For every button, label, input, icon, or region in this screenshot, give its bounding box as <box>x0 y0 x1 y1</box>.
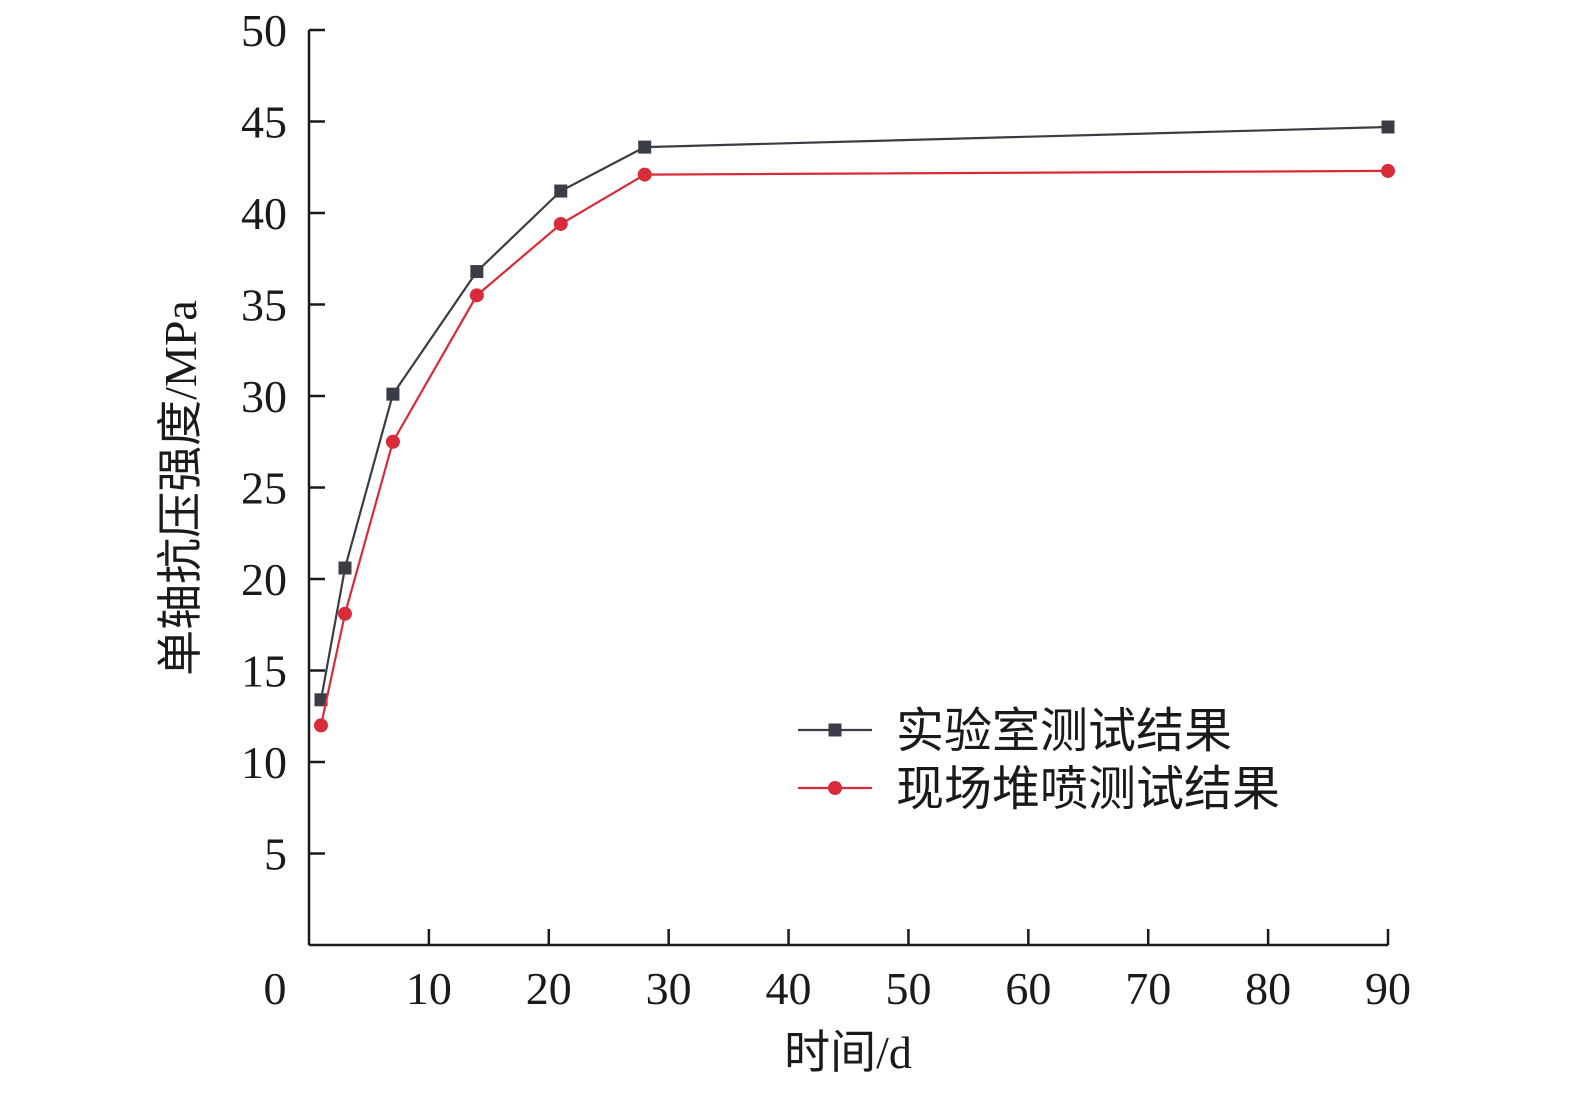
y-axis-title: 单轴抗压强度/MPa <box>155 300 206 676</box>
data-point-circle <box>469 288 484 303</box>
y-tick-label: 35 <box>241 280 287 331</box>
data-point-circle <box>337 606 352 621</box>
legend-label: 现场堆喷测试结果 <box>896 763 1280 816</box>
legend-item-2: 现场堆喷测试结果 <box>798 763 1280 816</box>
x-axis-ticks: 10 20 30 40 50 60 70 80 90 <box>406 929 1411 1014</box>
data-point-square <box>470 265 484 279</box>
series-1 <box>314 120 1395 707</box>
data-point-square <box>828 723 842 737</box>
data-point-square <box>386 387 400 401</box>
y-tick-label: 50 <box>241 5 287 56</box>
origin-tick-label: 0 <box>264 963 287 1014</box>
x-tick-label: 30 <box>646 963 692 1014</box>
x-axis-title: 时间/d <box>784 1027 912 1078</box>
x-tick-label: 50 <box>885 963 931 1014</box>
data-point-square <box>554 184 568 198</box>
series-2 <box>313 163 1395 733</box>
y-axis-ticks: 5 10 15 20 25 30 35 40 45 50 <box>241 5 325 880</box>
series-line <box>319 169 1389 726</box>
y-tick-label: 30 <box>241 371 287 422</box>
series-layer <box>313 120 1395 733</box>
data-point-circle <box>828 781 842 795</box>
y-tick-label: 25 <box>241 463 287 514</box>
y-tick-label: 45 <box>241 97 287 148</box>
series-line <box>319 125 1389 700</box>
legend-label: 实验室测试结果 <box>896 705 1232 758</box>
data-point-circle <box>1381 163 1395 178</box>
x-tick-label: 20 <box>526 963 572 1014</box>
data-point-square <box>638 140 652 154</box>
legend-item-1: 实验室测试结果 <box>798 705 1232 758</box>
y-tick-label: 40 <box>241 188 287 239</box>
x-tick-label: 80 <box>1245 963 1291 1014</box>
data-point-circle <box>553 216 568 231</box>
data-point-circle <box>313 718 328 733</box>
data-point-circle <box>637 167 652 182</box>
y-tick-label: 5 <box>264 829 287 880</box>
data-point-circle <box>385 434 400 449</box>
x-tick-label: 40 <box>766 963 812 1014</box>
x-tick-label: 60 <box>1005 963 1051 1014</box>
x-tick-label: 90 <box>1365 963 1411 1014</box>
x-tick-label: 10 <box>406 963 452 1014</box>
x-tick-label: 70 <box>1125 963 1171 1014</box>
y-tick-label: 15 <box>241 646 287 697</box>
data-point-square <box>338 561 352 575</box>
data-point-square <box>314 693 328 707</box>
y-tick-label: 20 <box>241 554 287 605</box>
y-tick-label: 10 <box>241 737 287 788</box>
data-point-square <box>1381 120 1395 134</box>
